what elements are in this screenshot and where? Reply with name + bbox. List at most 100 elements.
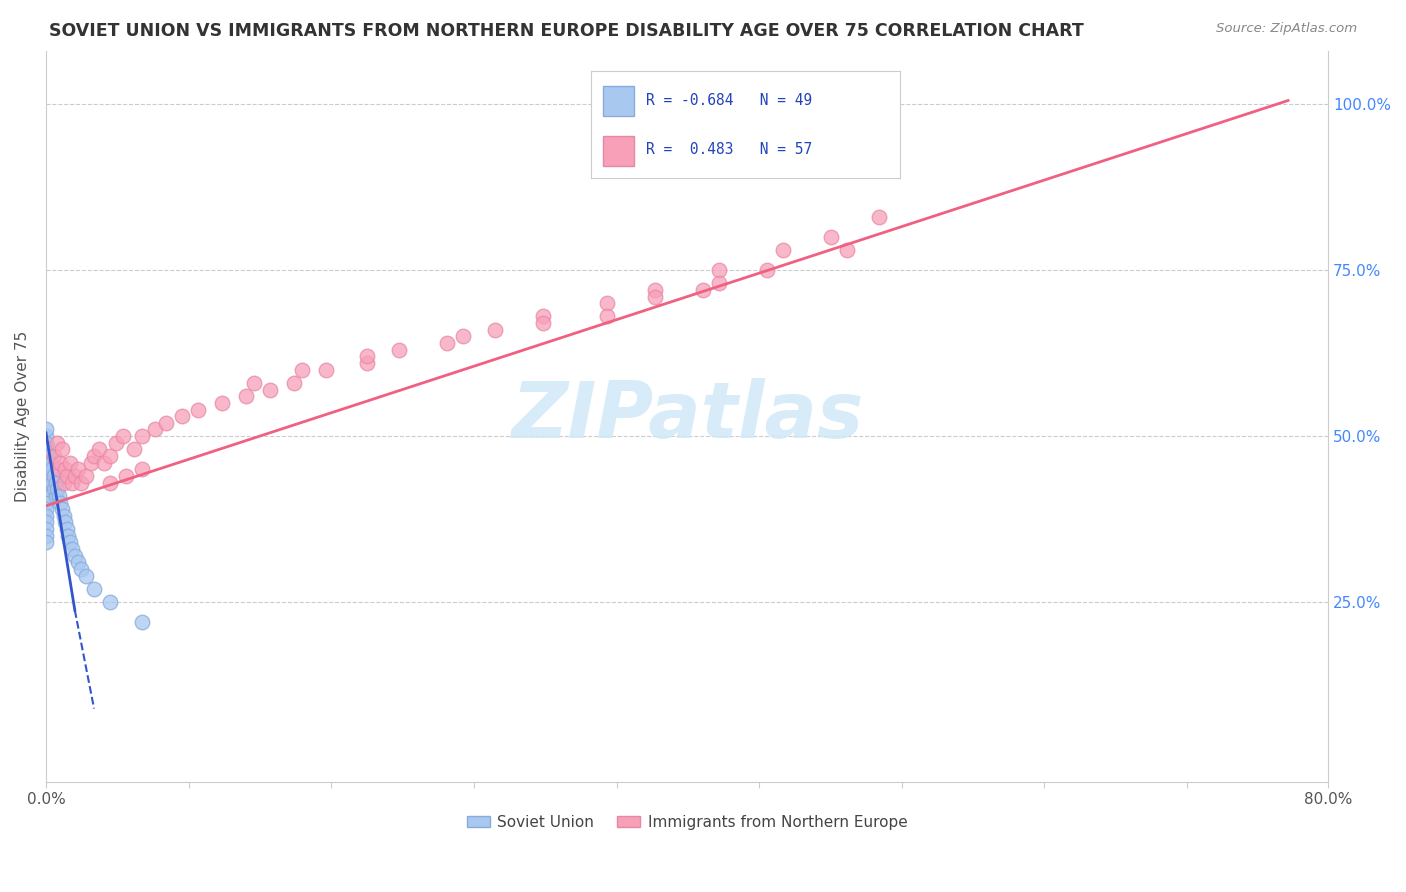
Point bbox=[46, 483, 69, 497]
Point bbox=[707, 263, 730, 277]
Point bbox=[49, 456, 72, 470]
Point bbox=[56, 469, 79, 483]
Point bbox=[42, 449, 65, 463]
Point bbox=[756, 263, 779, 277]
Point bbox=[80, 456, 103, 470]
Point bbox=[172, 409, 194, 424]
Point bbox=[48, 489, 70, 503]
Point bbox=[35, 529, 58, 543]
Point bbox=[35, 502, 58, 516]
Point bbox=[60, 475, 83, 490]
Point bbox=[596, 296, 619, 310]
Point bbox=[98, 475, 121, 490]
Text: Source: ZipAtlas.com: Source: ZipAtlas.com bbox=[1216, 22, 1357, 36]
Point bbox=[259, 383, 281, 397]
Point bbox=[531, 316, 554, 330]
Point bbox=[52, 508, 75, 523]
Point bbox=[60, 542, 83, 557]
Point bbox=[35, 469, 58, 483]
Point bbox=[451, 329, 474, 343]
Point bbox=[63, 549, 86, 563]
Point bbox=[243, 376, 266, 390]
Point bbox=[83, 582, 105, 596]
Text: R = -0.684   N = 49: R = -0.684 N = 49 bbox=[647, 93, 813, 108]
Point bbox=[51, 442, 73, 457]
Point bbox=[837, 243, 859, 257]
Point bbox=[35, 442, 58, 457]
Point bbox=[53, 462, 76, 476]
Text: ZIPatlas: ZIPatlas bbox=[510, 378, 863, 454]
Point bbox=[155, 416, 177, 430]
Point bbox=[772, 243, 794, 257]
Point bbox=[644, 289, 666, 303]
Point bbox=[63, 469, 86, 483]
Point bbox=[283, 376, 305, 390]
FancyBboxPatch shape bbox=[603, 87, 634, 116]
Point bbox=[35, 422, 58, 436]
Point bbox=[131, 615, 153, 630]
Y-axis label: Disability Age Over 75: Disability Age Over 75 bbox=[15, 331, 30, 502]
Text: SOVIET UNION VS IMMIGRANTS FROM NORTHERN EUROPE DISABILITY AGE OVER 75 CORRELATI: SOVIET UNION VS IMMIGRANTS FROM NORTHERN… bbox=[49, 22, 1084, 40]
Point bbox=[45, 475, 67, 490]
Point bbox=[235, 389, 257, 403]
Point bbox=[38, 475, 60, 490]
Point bbox=[58, 529, 80, 543]
Point bbox=[37, 442, 59, 457]
Point bbox=[75, 568, 97, 582]
Point bbox=[484, 323, 506, 337]
Point bbox=[211, 396, 233, 410]
Point bbox=[42, 469, 65, 483]
Point bbox=[48, 462, 70, 476]
Point bbox=[66, 462, 89, 476]
Point bbox=[87, 442, 110, 457]
Point bbox=[41, 475, 63, 490]
Point bbox=[46, 435, 69, 450]
Point bbox=[131, 462, 153, 476]
Point bbox=[707, 277, 730, 291]
Point bbox=[291, 362, 314, 376]
Point bbox=[111, 429, 134, 443]
Point bbox=[42, 483, 65, 497]
Point bbox=[531, 310, 554, 324]
Point bbox=[644, 283, 666, 297]
Point bbox=[131, 429, 153, 443]
Point bbox=[98, 595, 121, 609]
Point bbox=[122, 442, 145, 457]
Point bbox=[98, 449, 121, 463]
Point bbox=[35, 508, 58, 523]
Point bbox=[692, 283, 714, 297]
Point bbox=[35, 495, 58, 509]
Point bbox=[35, 449, 58, 463]
Point bbox=[35, 429, 58, 443]
Legend: Soviet Union, Immigrants from Northern Europe: Soviet Union, Immigrants from Northern E… bbox=[461, 809, 914, 836]
Text: R =  0.483   N = 57: R = 0.483 N = 57 bbox=[647, 142, 813, 157]
Point bbox=[105, 435, 128, 450]
Point bbox=[35, 483, 58, 497]
Point bbox=[35, 456, 58, 470]
Point bbox=[93, 456, 115, 470]
Point bbox=[53, 516, 76, 530]
Point bbox=[59, 535, 82, 549]
Point bbox=[35, 435, 58, 450]
Point bbox=[52, 475, 75, 490]
Point bbox=[868, 210, 890, 224]
Point bbox=[75, 469, 97, 483]
FancyBboxPatch shape bbox=[603, 136, 634, 166]
Point bbox=[38, 462, 60, 476]
Point bbox=[820, 229, 842, 244]
Point bbox=[59, 456, 82, 470]
Point bbox=[35, 462, 58, 476]
Point bbox=[35, 475, 58, 490]
Point bbox=[41, 462, 63, 476]
Point bbox=[35, 516, 58, 530]
Point bbox=[387, 343, 409, 357]
Point bbox=[66, 555, 89, 569]
Point bbox=[70, 475, 93, 490]
Point bbox=[56, 522, 79, 536]
Point bbox=[70, 562, 93, 576]
Point bbox=[35, 535, 58, 549]
Point bbox=[315, 362, 337, 376]
Point bbox=[51, 502, 73, 516]
Point bbox=[83, 449, 105, 463]
Point bbox=[356, 356, 378, 370]
